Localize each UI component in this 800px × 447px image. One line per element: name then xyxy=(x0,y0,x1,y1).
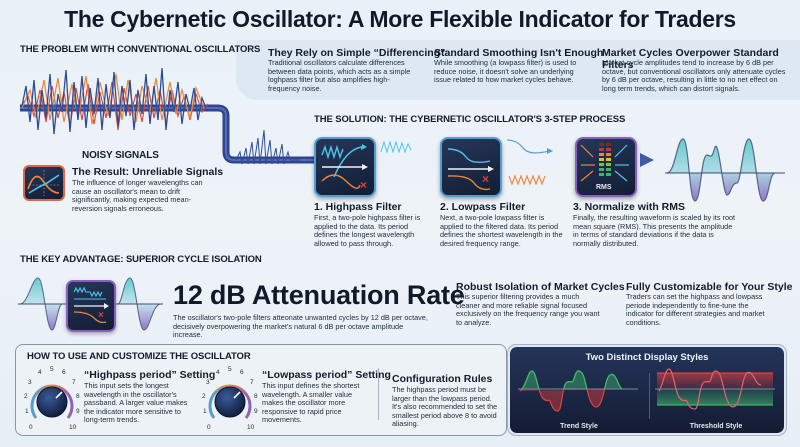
step-1-title: 1. Highpass Filter xyxy=(314,201,402,213)
tick-10: 10 xyxy=(247,424,255,431)
tick-6: 6 xyxy=(240,369,244,376)
step-3-title: 3. Normalize with RMS xyxy=(573,201,686,213)
tick-7: 7 xyxy=(250,379,254,386)
tick-3: 3 xyxy=(28,379,32,386)
result-body: The influence of longer wavelengths can … xyxy=(72,178,203,213)
attenuation-title: 12 dB Attenuation Rate xyxy=(173,280,465,310)
tick-9: 9 xyxy=(254,408,258,415)
advantage-point-1-body: This superior filtering provides a much … xyxy=(456,292,600,327)
tick-0: 0 xyxy=(207,424,211,431)
display-styles-title: Two Distinct Display Styles xyxy=(585,352,709,363)
noisy-signal-graphic xyxy=(20,67,320,165)
page-title: The Cybernetic Oscillator: A More Flexib… xyxy=(64,6,736,32)
step-2-body: Next, a two-pole lowpass filter is appli… xyxy=(440,213,563,248)
pipe-arrow-icon xyxy=(640,153,654,167)
display-styles-panel: Two Distinct Display Styles xyxy=(507,344,787,436)
problem-point-2-title: Standard Smoothing Isn't Enough xyxy=(434,47,604,59)
tick-0: 0 xyxy=(29,424,33,431)
problem-point-3-body: Market cycle amplitudes tend to increase… xyxy=(602,58,786,93)
step-1-body: First, a two-pole highpass filter is app… xyxy=(314,213,421,248)
advantage-point-1-title: Robust Isolation of Market Cycles xyxy=(456,281,625,293)
tick-2: 2 xyxy=(24,393,28,400)
advantage-point-2-body: Traders can set the highpass and lowpass… xyxy=(626,292,765,327)
tick-9: 9 xyxy=(76,408,80,415)
display-divider xyxy=(649,373,650,419)
svg-text:×: × xyxy=(98,310,104,321)
tick-3: 3 xyxy=(206,379,210,386)
threshold-style-label: Threshold Style xyxy=(689,423,743,430)
lowpass-output-waves xyxy=(506,139,553,186)
lowpass-filter-icon: × xyxy=(440,137,502,197)
highpass-setting-title: “Highpass period” Setting xyxy=(84,369,216,381)
tick-10: 10 xyxy=(69,424,77,431)
lowpass-setting-title: “Lowpass period” Setting xyxy=(262,369,391,381)
step-3-body: Finally, the resulting waveform is scale… xyxy=(573,213,736,248)
problem-point-1-body: Traditional oscillators calculate differ… xyxy=(268,58,411,93)
trend-style-label: Trend Style xyxy=(560,423,598,430)
tick-1: 1 xyxy=(203,408,207,415)
svg-text:×: × xyxy=(482,172,489,186)
tick-8: 8 xyxy=(254,393,258,400)
attenuation-filter-icon: × xyxy=(66,280,116,332)
tick-1: 1 xyxy=(25,408,29,415)
advantage-heading: THE KEY ADVANTAGE: SUPERIOR CYCLE ISOLAT… xyxy=(20,254,262,265)
tick-5: 5 xyxy=(228,366,232,373)
tick-7: 7 xyxy=(72,379,76,386)
unreliable-signals-icon xyxy=(23,165,65,201)
lowpass-period-knob[interactable]: 0 1 2 3 4 5 6 7 8 9 10 xyxy=(202,366,258,432)
problem-heading: THE PROBLEM WITH CONVENTIONAL OSCILLATOR… xyxy=(20,44,261,55)
problem-point-1-title: They Rely on Simple “Differencing” xyxy=(268,47,446,59)
solution-heading: THE SOLUTION: THE CYBERNETIC OSCILLATOR'… xyxy=(314,114,626,125)
tick-4: 4 xyxy=(216,369,220,376)
config-rules-title: Configuration Rules xyxy=(392,373,493,385)
problem-point-3-title: Market Cycles Overpower Standard Filters xyxy=(602,47,779,71)
howto-heading: HOW TO USE AND CUSTOMIZE THE OSCILLATOR xyxy=(27,351,251,362)
howto-panel xyxy=(15,344,507,436)
tick-8: 8 xyxy=(76,393,80,400)
normalized-output-wave xyxy=(665,138,785,202)
threshold-style-chart xyxy=(655,368,775,410)
problem-panel-bg xyxy=(236,40,800,100)
trend-style-chart xyxy=(518,370,638,412)
svg-text:RMS: RMS xyxy=(596,184,612,191)
lowpass-setting-body: This input defines the shortest waveleng… xyxy=(262,381,360,425)
config-rules-body: The highpass period must be larger than … xyxy=(392,385,498,429)
tick-5: 5 xyxy=(50,366,54,373)
problem-point-2-body: While smoothing (a lowpass filter) is us… xyxy=(434,58,577,85)
tick-6: 6 xyxy=(62,369,66,376)
advantage-point-2-title: Fully Customizable for Your Style xyxy=(626,281,793,293)
svg-text:×: × xyxy=(360,178,367,192)
noisy-signals-label: NOISY SIGNALS xyxy=(82,150,159,161)
tick-2: 2 xyxy=(202,393,206,400)
divider xyxy=(378,368,379,420)
highpass-setting-body: This input sets the longest wavelength i… xyxy=(84,381,188,425)
highpass-period-knob[interactable]: 0 1 2 3 4 5 6 7 8 9 10 xyxy=(24,366,80,432)
rms-meter-icon: RMS xyxy=(575,137,637,197)
passed-high-frequency-wave xyxy=(380,140,412,154)
attenuation-body: The oscillator's two-pole filters atteon… xyxy=(173,313,428,340)
tick-4: 4 xyxy=(38,369,42,376)
step-2-title: 2. Lowpass Filter xyxy=(440,201,526,213)
result-title: The Result: Unreliable Signals xyxy=(72,166,224,178)
highpass-filter-icon: × xyxy=(314,137,376,197)
